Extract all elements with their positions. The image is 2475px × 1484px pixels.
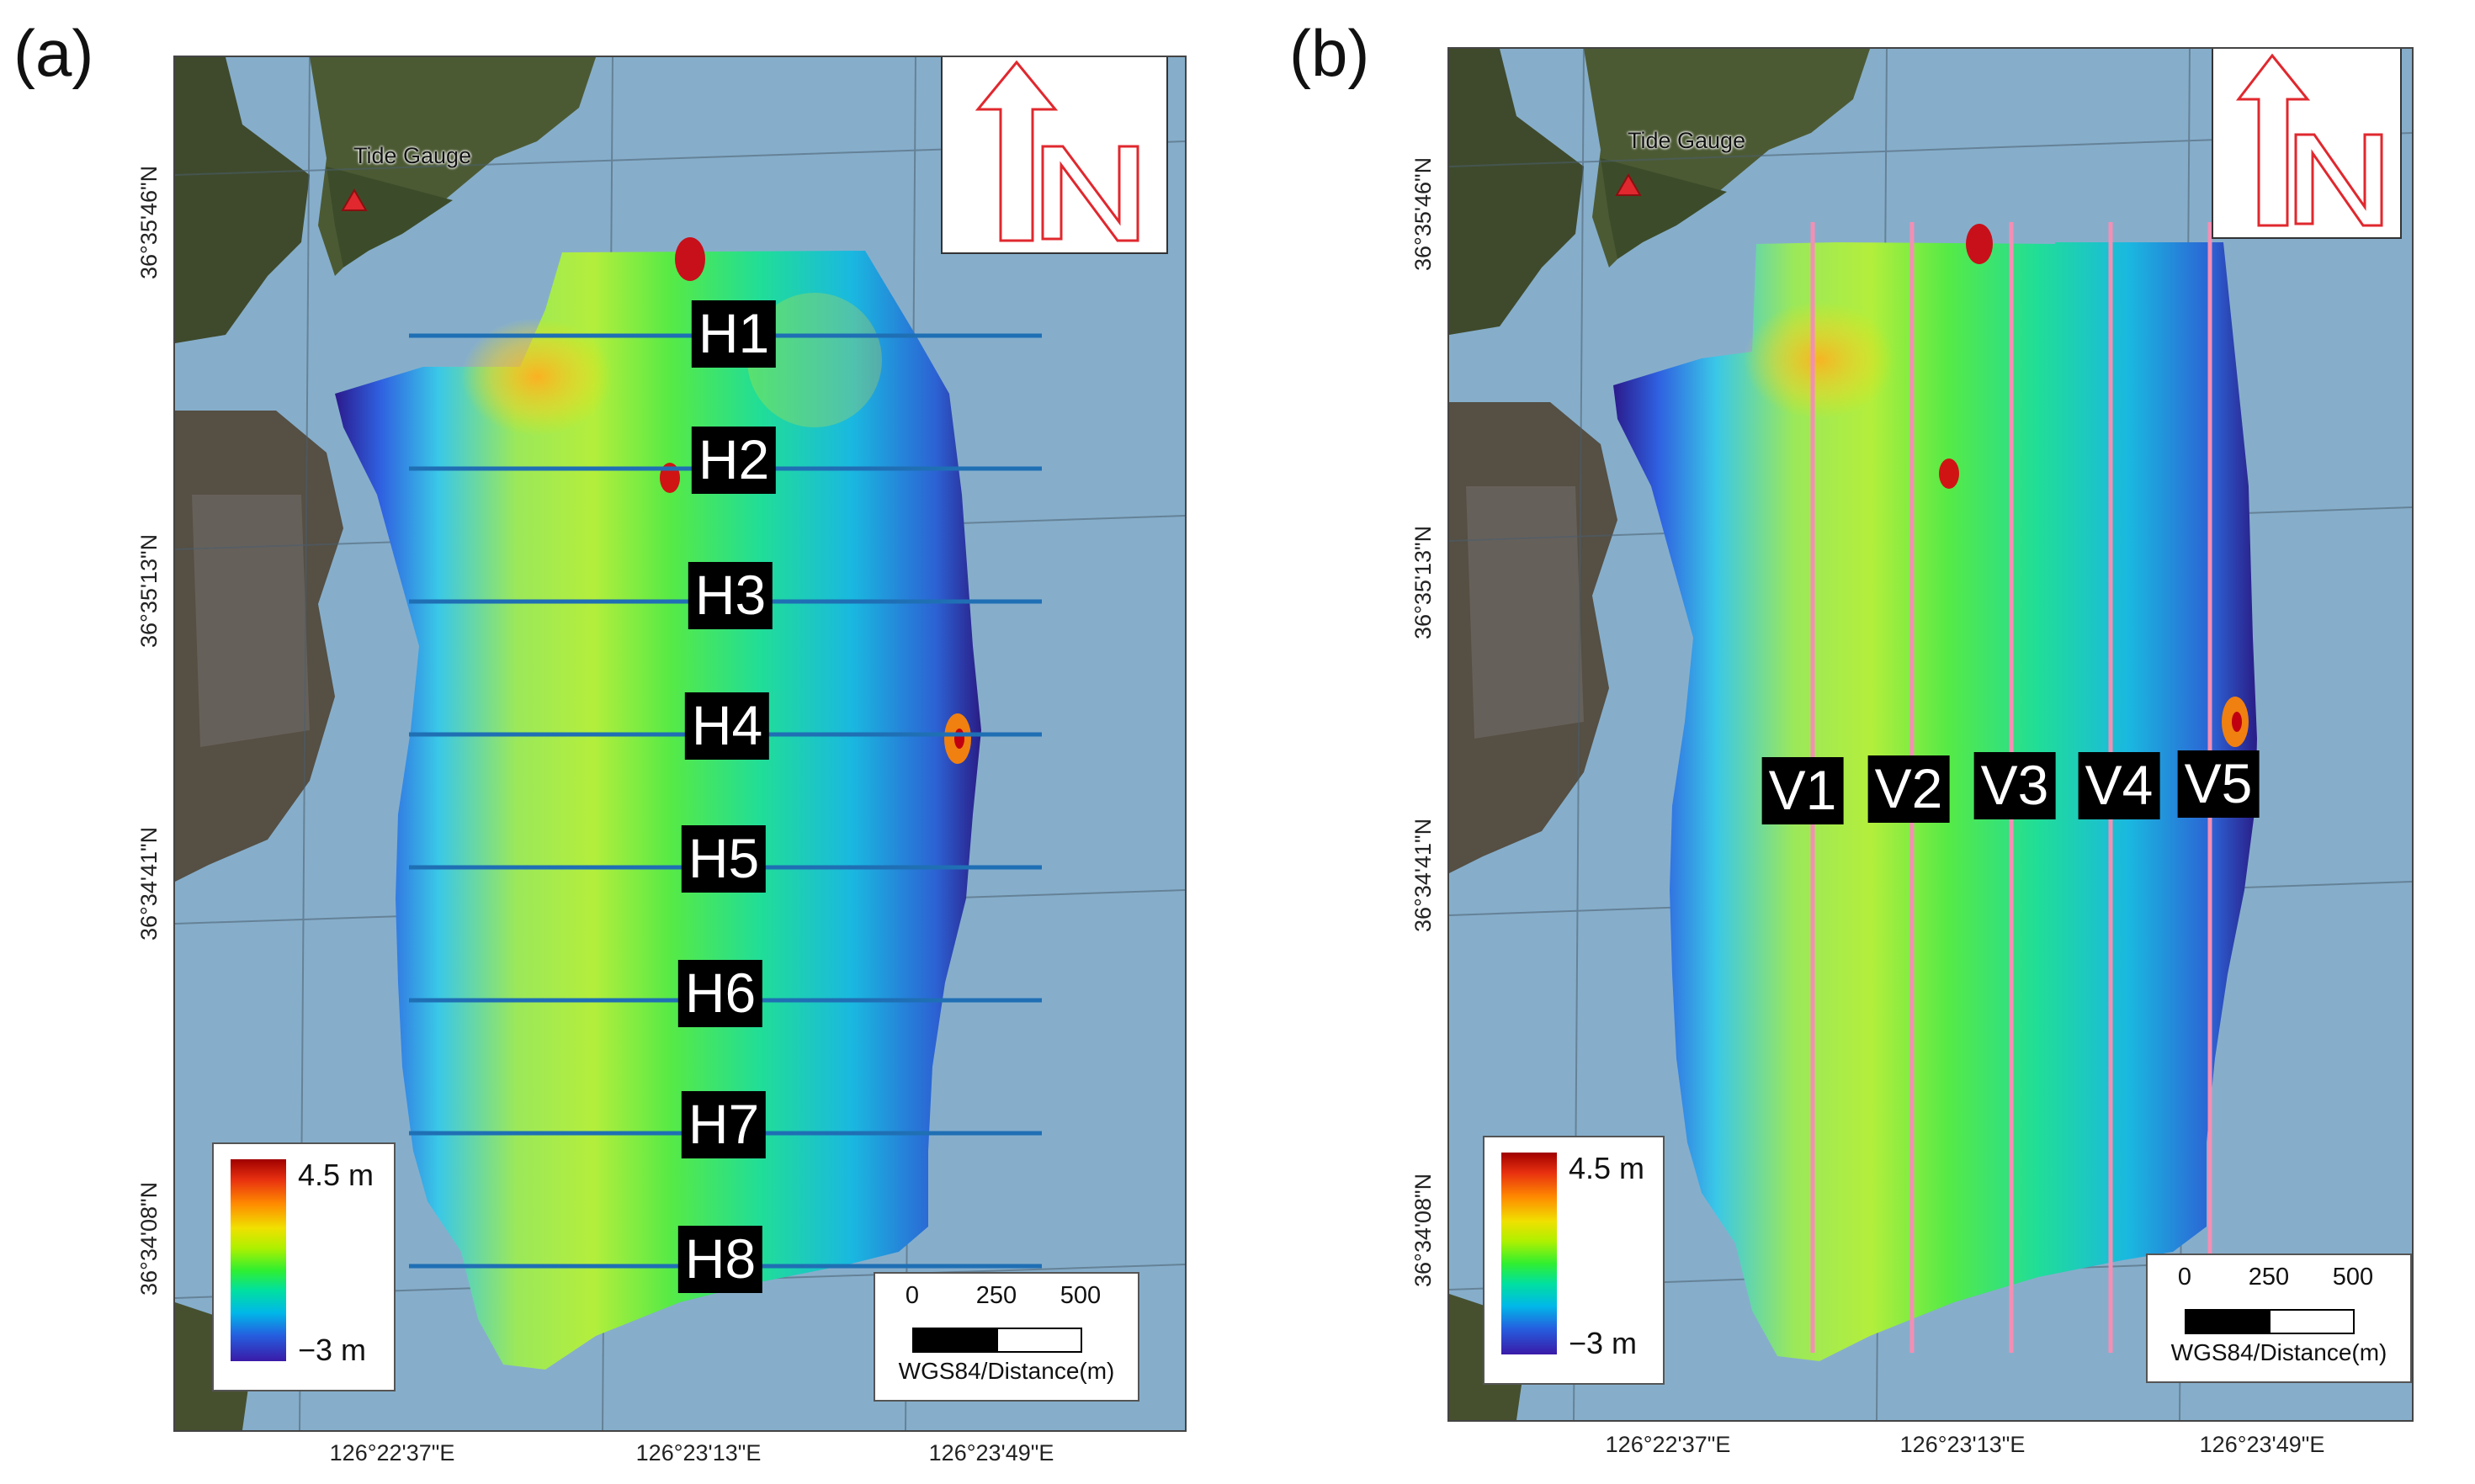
lat-label-a-3: 36°34'41"N	[136, 826, 162, 941]
map-panel-a: Tide Gauge H1 H2 H3 H4 H5 H6 H7 H8 4.5 m…	[173, 56, 1187, 1432]
scale-segment-dark	[912, 1328, 998, 1353]
land-areas	[1449, 49, 1870, 1420]
scale-tick-250: 250	[2248, 1264, 2290, 1291]
lon-label-b-2: 126°23'13"E	[1899, 1432, 2026, 1457]
lon-label-a-3: 126°23'49"E	[928, 1440, 1054, 1465]
lat-label-b-1: 36°35'46"N	[1410, 156, 1436, 271]
lat-label-b-3: 36°34'41"N	[1410, 818, 1436, 932]
map-panel-b: Tide Gauge V1 V2 V3 V4 V5 4.5 m −3 m 0 2…	[1447, 47, 2414, 1422]
north-arrow-box	[2212, 49, 2402, 239]
scale-segment-light	[2269, 1309, 2355, 1334]
scale-caption: WGS84/Distance(m)	[2170, 1339, 2387, 1365]
elevation-legend-a: 4.5 m −3 m	[212, 1142, 396, 1391]
profile-label-v5: V5	[2177, 750, 2260, 818]
scale-tick-250: 250	[975, 1282, 1017, 1309]
lat-label-b-4: 36°34'08"N	[1410, 1173, 1436, 1287]
tide-gauge-icon	[341, 188, 368, 211]
elevation-legend-b: 4.5 m −3 m	[1483, 1136, 1665, 1385]
tide-gauge-label: Tide Gauge	[1628, 128, 1746, 153]
dtm-survey-area-a	[335, 237, 981, 1370]
profile-label-h6: H6	[677, 960, 763, 1027]
legend-min: −3 m	[298, 1333, 367, 1367]
lon-label-b-1: 126°22'37"E	[1605, 1432, 1731, 1457]
lat-label-a-4: 36°34'08"N	[136, 1181, 162, 1296]
panel-a-letter: (a)	[13, 16, 94, 90]
scale-caption: WGS84/Distance(m)	[898, 1358, 1115, 1384]
lon-label-a-1: 126°22'37"E	[329, 1440, 455, 1465]
north-arrow-icon	[975, 60, 1139, 242]
map-a-graphics	[175, 57, 1185, 1430]
profile-label-v2: V2	[1867, 755, 1950, 823]
legend-max: 4.5 m	[1569, 1151, 1645, 1185]
tide-gauge-label: Tide Gauge	[353, 143, 472, 168]
profile-label-h1: H1	[691, 300, 777, 368]
profile-label-v3: V3	[1973, 752, 2056, 819]
panel-b-letter: (b)	[1289, 16, 1370, 90]
scale-tick-0: 0	[905, 1282, 920, 1309]
lon-label-a-2: 126°23'13"E	[635, 1440, 762, 1465]
color-ramp	[1501, 1153, 1557, 1354]
profile-label-h2: H2	[691, 427, 777, 494]
north-arrow-box	[941, 57, 1168, 254]
profile-label-h4: H4	[684, 692, 770, 760]
north-arrow-icon	[2235, 53, 2383, 227]
lat-label-a-2: 36°35'13"N	[136, 533, 162, 648]
scale-tick-0: 0	[2177, 1264, 2192, 1291]
scale-tick-500: 500	[1060, 1282, 1102, 1309]
scale-segment-dark	[2185, 1309, 2271, 1334]
profile-label-h3: H3	[688, 562, 773, 629]
lat-label-a-1: 36°35'46"N	[136, 165, 162, 279]
scale-bar-a: 0 250 500 WGS84/Distance(m)	[874, 1272, 1139, 1402]
lon-label-b-3: 126°23'49"E	[2199, 1432, 2325, 1457]
legend-min: −3 m	[1569, 1326, 1638, 1360]
profile-label-v1: V1	[1761, 757, 1844, 824]
profile-label-h5: H5	[681, 825, 767, 893]
scale-tick-500: 500	[2332, 1264, 2374, 1291]
scale-bar-b: 0 250 500 WGS84/Distance(m)	[2146, 1253, 2412, 1383]
profile-label-v4: V4	[2078, 752, 2160, 819]
tide-gauge-icon	[1615, 173, 1642, 196]
color-ramp	[231, 1159, 286, 1361]
scale-segment-light	[996, 1328, 1082, 1353]
lat-label-b-2: 36°35'13"N	[1410, 525, 1436, 639]
legend-max: 4.5 m	[298, 1158, 374, 1192]
profile-label-h8: H8	[677, 1226, 763, 1293]
profile-label-h7: H7	[681, 1091, 767, 1158]
